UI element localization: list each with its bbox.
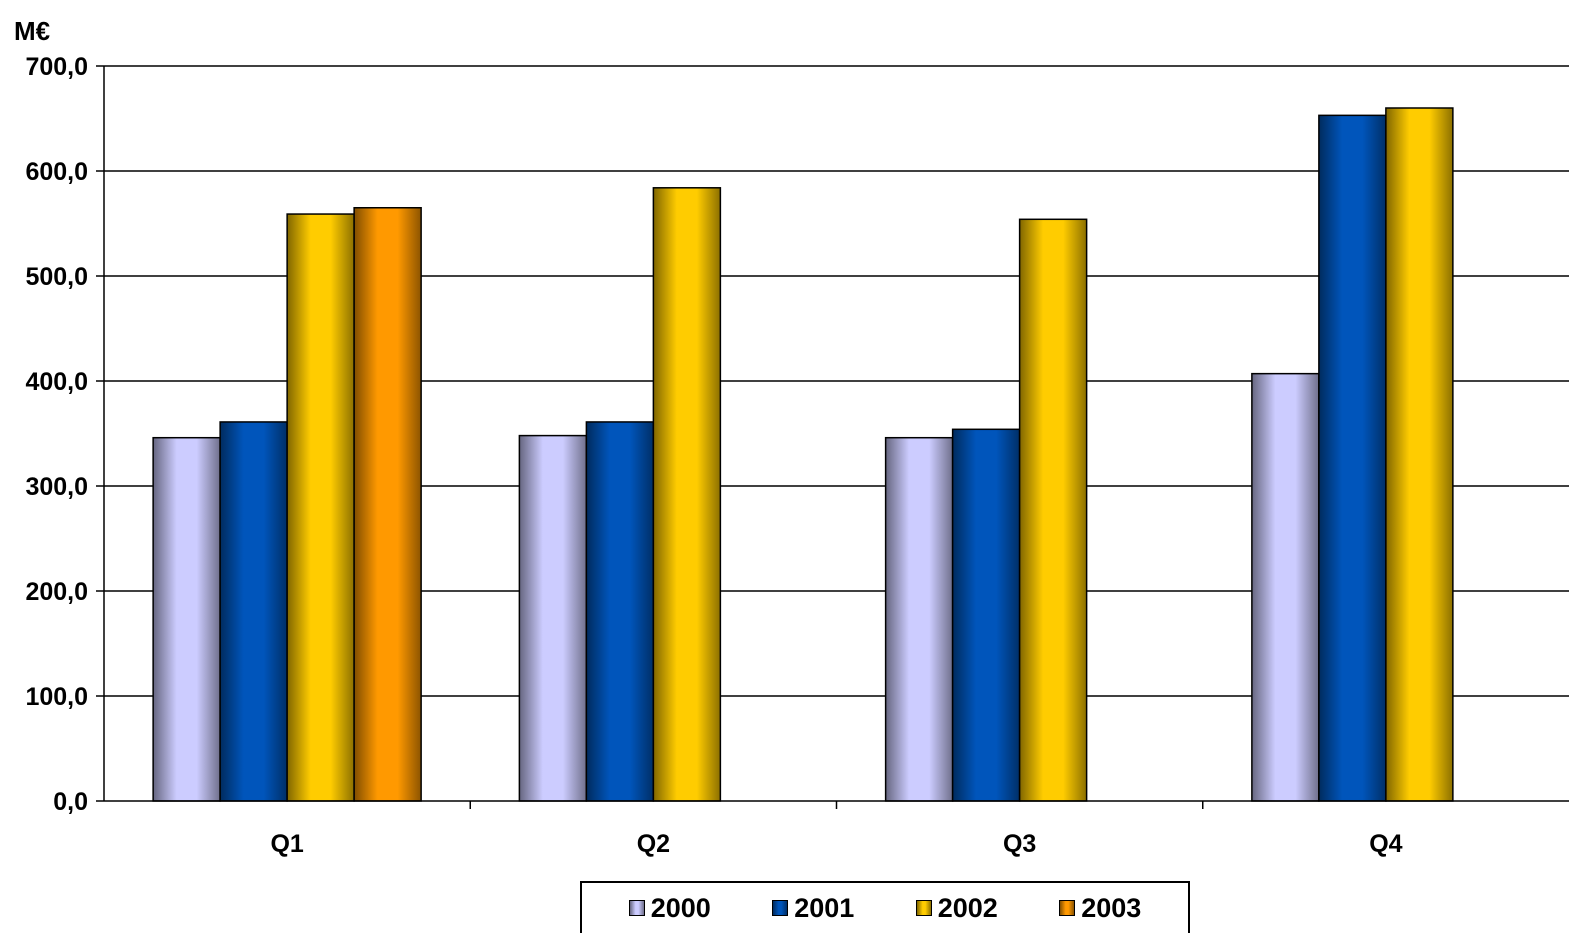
legend-item-2002: 2002 (915, 892, 998, 924)
bar-q4-2001 (1318, 114, 1387, 802)
axes (96, 65, 1569, 809)
legend-swatch (628, 900, 645, 916)
bar-q2-2002 (652, 187, 722, 802)
bar-q3-2001 (951, 428, 1021, 802)
y-tick-label: 700,0 (25, 53, 88, 81)
y-axis-label: M€ (14, 16, 50, 46)
legend-item-2003: 2003 (1059, 893, 1141, 924)
legend: 2000 2001 2002 2003 (580, 881, 1190, 933)
legend-label: 2001 (794, 892, 855, 923)
x-tick-label: Q4 (1369, 830, 1402, 858)
x-tick-label: Q3 (1003, 830, 1036, 858)
bar-q2-2001 (585, 421, 655, 802)
legend-label: 2000 (650, 892, 711, 923)
bar-q3-2002 (1018, 218, 1088, 802)
bar-q4-2002 (1385, 107, 1454, 802)
legend-label: 2002 (937, 892, 998, 923)
bar-q1-2002 (286, 213, 355, 802)
y-tick-label: 600,0 (25, 158, 88, 186)
bar-q2-2000 (518, 434, 588, 802)
x-tick-label: Q1 (270, 830, 303, 858)
legend-swatch (772, 900, 789, 916)
y-tick-label: 400,0 (25, 368, 88, 396)
legend-label: 2003 (1081, 892, 1142, 923)
bar-q3-2000 (884, 436, 954, 802)
y-tick-label: 0,0 (53, 788, 88, 816)
x-tick-labels: Q1 Q2 Q3 Q4 (270, 830, 1402, 858)
y-tick-label: 300,0 (25, 473, 88, 501)
bar-q1-2000 (152, 436, 221, 802)
legend-item-2000: 2000 (628, 892, 711, 924)
y-tick-labels: 0,0 100,0 200,0 300,0 400,0 500,0 600,0 700,0 (25, 53, 88, 816)
bars (152, 107, 1454, 802)
y-tick-label: 500,0 (25, 263, 88, 291)
bar-q4-2000 (1251, 372, 1320, 802)
legend-item-2001: 2001 (772, 893, 854, 924)
bar-q1-2001 (219, 421, 288, 802)
bar-chart: M€ 0,0 100,0 200,0 300,0 400,0 500,0 600,0 700,… (14, 16, 1569, 858)
bar-q1-2003 (353, 207, 422, 802)
legend-swatch (1059, 900, 1076, 916)
y-tick-label: 200,0 (25, 578, 88, 606)
x-tick-label: Q2 (637, 830, 670, 858)
legend-swatch (915, 900, 932, 916)
y-tick-label: 100,0 (25, 683, 88, 711)
